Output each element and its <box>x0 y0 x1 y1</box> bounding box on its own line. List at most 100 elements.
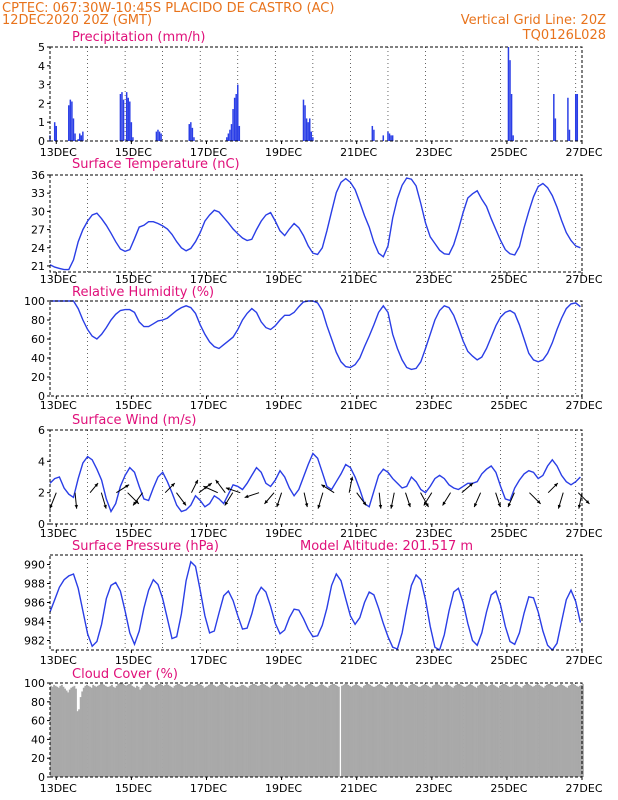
cloud-bar <box>389 683 392 777</box>
cloud-bar <box>524 684 526 777</box>
cloud-bar <box>112 686 115 777</box>
cloud-bar <box>248 685 251 777</box>
cloud-bar <box>345 683 348 777</box>
cloud-bar <box>137 686 140 777</box>
y-tick-label: 36 <box>31 169 45 182</box>
cloud-bar <box>536 683 539 777</box>
cloud-bar <box>71 686 74 777</box>
x-tick-label: 13DEC <box>40 654 77 667</box>
y-tick-label: 2 <box>38 487 45 500</box>
cloud-bar <box>256 685 259 777</box>
series-line <box>49 452 581 514</box>
cloud-bar <box>535 684 537 777</box>
cloud-bar <box>292 686 295 777</box>
cloud-bar <box>469 683 472 777</box>
y-tick-label: 27 <box>31 224 45 237</box>
x-tick-label: 21DEC <box>340 399 377 412</box>
cloud-bar <box>92 684 95 777</box>
y-tick-label: 2 <box>38 97 45 110</box>
cloud-bar <box>273 683 276 777</box>
cloud-bar <box>101 683 104 777</box>
cloud-bar <box>331 683 334 777</box>
cloud-bar <box>578 685 581 777</box>
series-line <box>49 560 582 652</box>
cloud-bar <box>542 687 545 777</box>
precip-bar <box>305 118 308 141</box>
cloud-bar <box>262 683 265 777</box>
cloud-bar <box>57 687 60 777</box>
cloud-bar <box>187 684 190 777</box>
cloud-bar <box>377 684 379 777</box>
cloud-bar <box>546 684 548 777</box>
cloud-bar <box>51 686 54 777</box>
cloud-bar <box>556 685 559 777</box>
cloud-bar <box>427 685 429 777</box>
cloud-bar <box>159 683 162 777</box>
cloud-bar <box>182 686 185 777</box>
cloud-bar <box>117 683 120 777</box>
wind-arrow-head <box>182 501 187 506</box>
wind-arrow-head <box>321 484 326 489</box>
cloud-bar <box>351 685 354 777</box>
precip-bar <box>53 122 56 141</box>
cloud-bar <box>414 684 417 777</box>
wind-arrow-head <box>390 504 394 509</box>
cloud-bar <box>513 684 516 777</box>
precip-bar <box>302 99 305 141</box>
y-tick-label: 60 <box>31 333 45 346</box>
wind-arrow-head <box>94 483 99 487</box>
precip-bar <box>129 101 131 141</box>
cloud-bar <box>450 686 453 777</box>
cloud-bar <box>286 683 289 777</box>
x-tick-label: 27DEC <box>565 654 602 667</box>
cloud-bar <box>431 685 434 777</box>
x-tick-label: 15DEC <box>115 399 152 412</box>
cloud-bar <box>287 683 290 777</box>
cloud-bar <box>81 691 84 777</box>
cloud-bar <box>103 684 106 777</box>
cloud-bar <box>336 685 339 777</box>
precip-bar <box>568 129 571 141</box>
cloud-bar <box>223 684 226 777</box>
header-init-time: 12DEC2020 20Z (GMT) <box>2 13 152 28</box>
y-tick-label: 100 <box>24 677 45 690</box>
precip-bar <box>130 122 133 141</box>
cloud-bar <box>53 684 55 777</box>
precip-bar <box>512 135 514 141</box>
precip-bar <box>226 137 228 141</box>
cloud-bar <box>436 683 439 777</box>
cloud-bar <box>581 683 584 777</box>
cloud-bar <box>478 684 481 777</box>
cloud-bar <box>525 683 528 777</box>
cloud-bar <box>544 685 547 777</box>
cloud-bar <box>233 685 235 777</box>
cloud-bar <box>520 687 523 777</box>
x-tick-label: 15DEC <box>115 527 152 540</box>
precip-bar <box>69 99 72 141</box>
cloud-bar <box>566 687 569 777</box>
precip-bar <box>77 139 79 141</box>
cloud-bar <box>348 685 351 777</box>
cloud-bar <box>157 683 160 777</box>
wind-arrow-head <box>224 501 229 506</box>
cloud-bar <box>550 684 553 777</box>
cloud-bar <box>56 686 59 777</box>
cloud-bar <box>467 684 470 777</box>
cloud-bar <box>441 686 444 777</box>
cloud-bar <box>85 684 88 777</box>
y-tick-label: 40 <box>31 733 45 746</box>
precip-bar <box>554 118 557 141</box>
y-tick-label: 990 <box>24 559 45 572</box>
cloud-bar <box>508 686 511 777</box>
cloud-bar <box>253 683 256 777</box>
cloud-bar <box>272 684 275 777</box>
y-tick-label: 60 <box>31 715 45 728</box>
precip-bar <box>307 122 309 141</box>
cloud-bar <box>193 685 196 777</box>
y-tick-label: 30 <box>31 205 45 218</box>
cloud-bar <box>558 684 561 777</box>
cloud-bar <box>245 686 248 777</box>
cloud-bar <box>54 685 57 777</box>
wind-arrow-head <box>577 504 582 509</box>
cloud-bar <box>261 683 264 777</box>
